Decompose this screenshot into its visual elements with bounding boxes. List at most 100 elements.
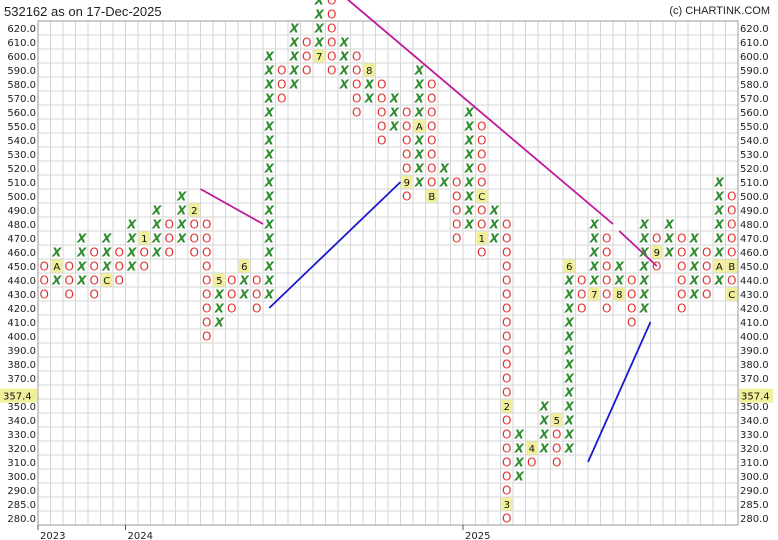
o-box: O [302,64,311,78]
axes: 620.0 620.0 610.0 610.0 600.0 600.0 590.0 590.0… [0,24,773,540]
o-box: O [502,218,511,232]
month-marker-box [563,259,575,273]
o-box: O [477,204,486,218]
y-tick-label-left: 410.0 [7,318,36,329]
o-box: O [502,246,511,260]
o-box: O [727,218,736,232]
x-box: X [314,0,325,8]
x-box: X [564,316,575,330]
y-tick-label-right: 470.0 [740,234,769,245]
o-box: O [427,176,436,190]
o-box: O [727,204,736,218]
month-marker: A [716,262,723,273]
x-box: X [639,274,650,288]
x-box: X [264,64,275,78]
o-box: O [277,64,286,78]
x-box: X [414,148,425,162]
o-box: O [702,274,711,288]
o-box: O [227,302,236,316]
y-tick-label-left: 570.0 [7,94,36,105]
y-tick-label-right: 590.0 [740,66,769,77]
o-box: O [502,358,511,372]
month-marker: 2 [504,402,510,413]
x-box: X [539,414,550,428]
support-trendline [268,181,402,309]
y-tick-label-left: 450.0 [7,262,36,273]
month-marker-box [213,273,225,287]
month-marker-box [613,287,625,301]
x-box: X [564,358,575,372]
y-tick-label-left: 340.0 [7,416,36,427]
month-marker: 8 [366,66,372,77]
x-box: X [176,232,187,246]
x-box: X [564,302,575,316]
resistance-trendline [346,0,614,225]
o-box: O [702,260,711,274]
month-marker: 9 [654,248,660,259]
x-box: X [439,162,450,176]
o-box: O [502,274,511,288]
x-box: X [289,36,300,50]
o-box: O [552,456,561,470]
x-box: X [289,78,300,92]
x-box: X [214,316,225,330]
x-box: X [314,22,325,36]
o-box: O [377,92,386,106]
x-box: X [414,162,425,176]
y-tick-label-right: 380.0 [740,360,769,371]
x-box: X [101,232,112,246]
y-tick-label-right: 510.0 [740,178,769,189]
o-box: O [402,106,411,120]
x-box: X [126,232,137,246]
y-tick-label-left: 290.0 [7,486,36,497]
o-box: O [502,344,511,358]
o-box: O [202,218,211,232]
y-tick-label-left: 390.0 [7,346,36,357]
x-box: X [151,232,162,246]
o-box: O [202,288,211,302]
o-box: O [277,92,286,106]
o-box: O [140,246,149,260]
x-box: X [564,372,575,386]
o-box: O [402,190,411,204]
x-box: X [489,232,500,246]
y-tick-label-right: 290.0 [740,486,769,497]
month-marker-box [363,63,375,77]
x-box: X [364,92,375,106]
y-tick-label-right: 285.0 [740,500,769,511]
y-tick-label-left: 300.0 [7,472,36,483]
x-box: X [464,162,475,176]
o-box: O [190,246,199,260]
o-box: O [427,120,436,134]
o-box: O [90,274,99,288]
x-box: X [339,50,350,64]
o-box: O [40,260,49,274]
o-box: O [427,148,436,162]
x-box: X [151,246,162,260]
month-marker: 4 [529,444,535,455]
x-box: X [264,120,275,134]
o-box: O [115,274,124,288]
x-box: X [564,414,575,428]
month-marker: C [728,290,735,301]
o-box: O [627,288,636,302]
x-box: X [214,302,225,316]
o-box: O [377,78,386,92]
x-box: X [689,232,700,246]
x-box: X [176,218,187,232]
o-box: O [602,274,611,288]
o-box: O [377,134,386,148]
x-box: X [714,190,725,204]
x-box: X [714,218,725,232]
y-tick-label-right: 490.0 [740,206,769,217]
o-box: O [327,8,336,22]
o-box: O [502,232,511,246]
month-marker-box [413,119,425,133]
o-box: O [377,106,386,120]
x-box: X [414,134,425,148]
y-tick-label-right: 340.0 [740,416,769,427]
month-marker: A [53,262,60,273]
o-box: O [502,428,511,442]
o-box: O [90,260,99,274]
